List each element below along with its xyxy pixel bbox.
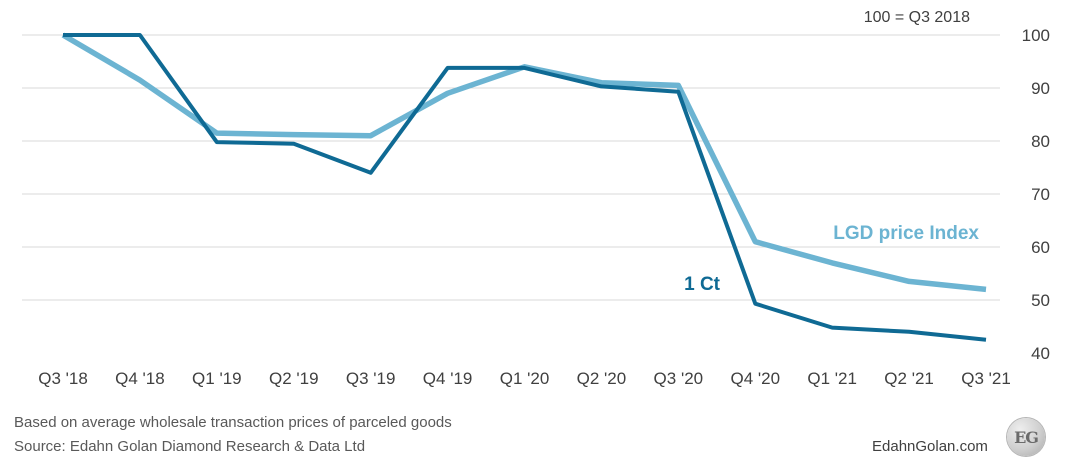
brand-website: EdahnGolan.com — [872, 438, 988, 455]
x-tick-label: Q2 '19 — [269, 369, 319, 388]
x-tick-label: Q3 '18 — [38, 369, 88, 388]
series-line-1-ct — [63, 33, 987, 342]
y-tick-label-60: 60 — [1031, 238, 1050, 257]
series-lines — [61, 32, 987, 342]
index-base-annotation: 100 = Q3 2018 — [864, 9, 970, 26]
series-label-lgd-price-index: LGD price Index — [833, 223, 979, 244]
x-tick-label: Q4 '18 — [115, 369, 165, 388]
y-tick-label-90: 90 — [1031, 79, 1050, 98]
y-axis-tick-labels: 40 50 60 70 80 90 100 — [1022, 26, 1050, 363]
gridlines — [22, 34, 1000, 301]
brand-logo: EG — [1007, 418, 1045, 456]
y-tick-label-70: 70 — [1031, 185, 1050, 204]
line-chart: 40 50 60 70 80 90 100 Q3 '18 Q4 '18 Q1 '19 Q2 '19… — [22, 9, 1050, 388]
x-tick-label: Q2 '20 — [577, 369, 627, 388]
y-tick-label-80: 80 — [1031, 132, 1050, 151]
x-tick-label: Q3 '21 — [961, 369, 1011, 388]
x-tick-label: Q1 '20 — [500, 369, 550, 388]
x-tick-label: Q1 '21 — [807, 369, 857, 388]
x-tick-label: Q4 '19 — [423, 369, 473, 388]
x-tick-label: Q1 '19 — [192, 369, 242, 388]
x-tick-label: Q3 '20 — [654, 369, 704, 388]
footnote-source: Source: Edahn Golan Diamond Research & D… — [14, 438, 366, 455]
y-tick-label-100: 100 — [1022, 26, 1050, 45]
series-line-lgd-price-index — [61, 32, 987, 293]
x-tick-label: Q3 '19 — [346, 369, 396, 388]
x-tick-label: Q2 '21 — [884, 369, 934, 388]
footnote-methodology: Based on average wholesale transaction p… — [14, 414, 452, 431]
y-tick-label-50: 50 — [1031, 291, 1050, 310]
series-label-1-ct: 1 Ct — [684, 274, 721, 295]
x-axis-tick-labels: Q3 '18 Q4 '18 Q1 '19 Q2 '19 Q3 '19 Q4 '19 Q1 '… — [38, 369, 1011, 388]
y-tick-label-40: 40 — [1031, 344, 1050, 363]
x-tick-label: Q4 '20 — [730, 369, 780, 388]
